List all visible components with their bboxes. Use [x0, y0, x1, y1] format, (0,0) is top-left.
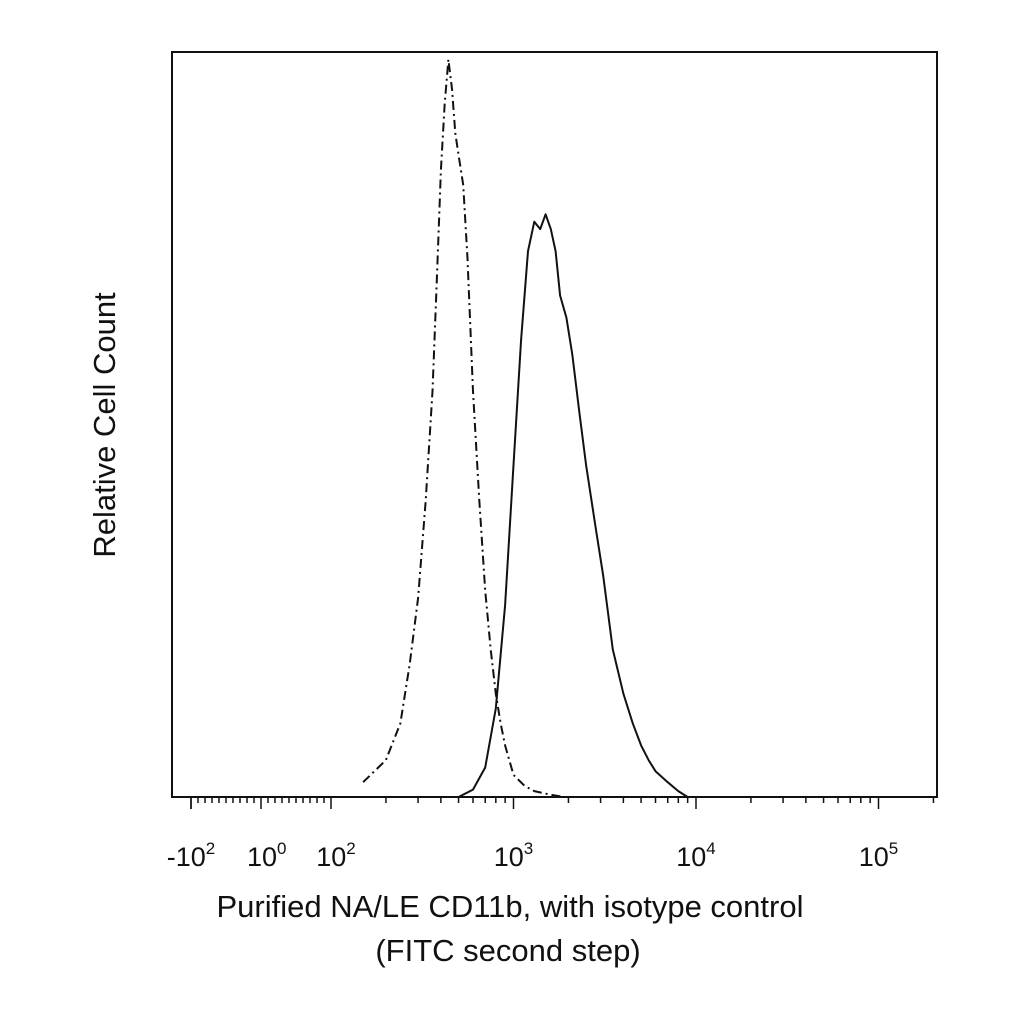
x-tick-label-exponent: 5	[889, 839, 898, 858]
x-tick-label-exponent: 4	[706, 839, 715, 858]
x-axis-title-line-2: (FITC second step)	[375, 933, 640, 968]
x-tick-label: 105	[859, 839, 899, 872]
x-tick-label: -102	[167, 839, 216, 872]
x-tick-label-base: 10	[247, 842, 277, 872]
plot-area	[362, 58, 689, 798]
x-tick-label-base: 10	[494, 842, 524, 872]
x-tick-label-exponent: 0	[277, 839, 286, 858]
x-tick-label: 102	[316, 839, 356, 872]
histogram-series-dash-dot	[362, 58, 565, 798]
x-tick-label-base: 10	[316, 842, 346, 872]
x-tick-label-exponent: 2	[206, 839, 215, 858]
x-tick-label: 100	[247, 839, 287, 872]
x-tick-label: 104	[676, 839, 716, 872]
x-axis-ticks	[190, 797, 935, 809]
x-axis-title-line-1: Purified NA/LE CD11b, with isotype contr…	[217, 889, 804, 924]
x-tick-label-exponent: 2	[346, 839, 355, 858]
y-axis-title: Relative Cell Count	[87, 292, 122, 558]
x-tick-label-exponent: 3	[524, 839, 533, 858]
x-tick-label-base: 10	[676, 842, 706, 872]
x-tick-label-base: -10	[167, 842, 206, 872]
histogram-series-solid	[458, 213, 689, 798]
x-axis-tick-labels: -102 100 102 103 104 105	[167, 839, 899, 872]
x-tick-label: 103	[494, 839, 534, 872]
plot-frame	[171, 51, 938, 798]
x-tick-label-base: 10	[859, 842, 889, 872]
